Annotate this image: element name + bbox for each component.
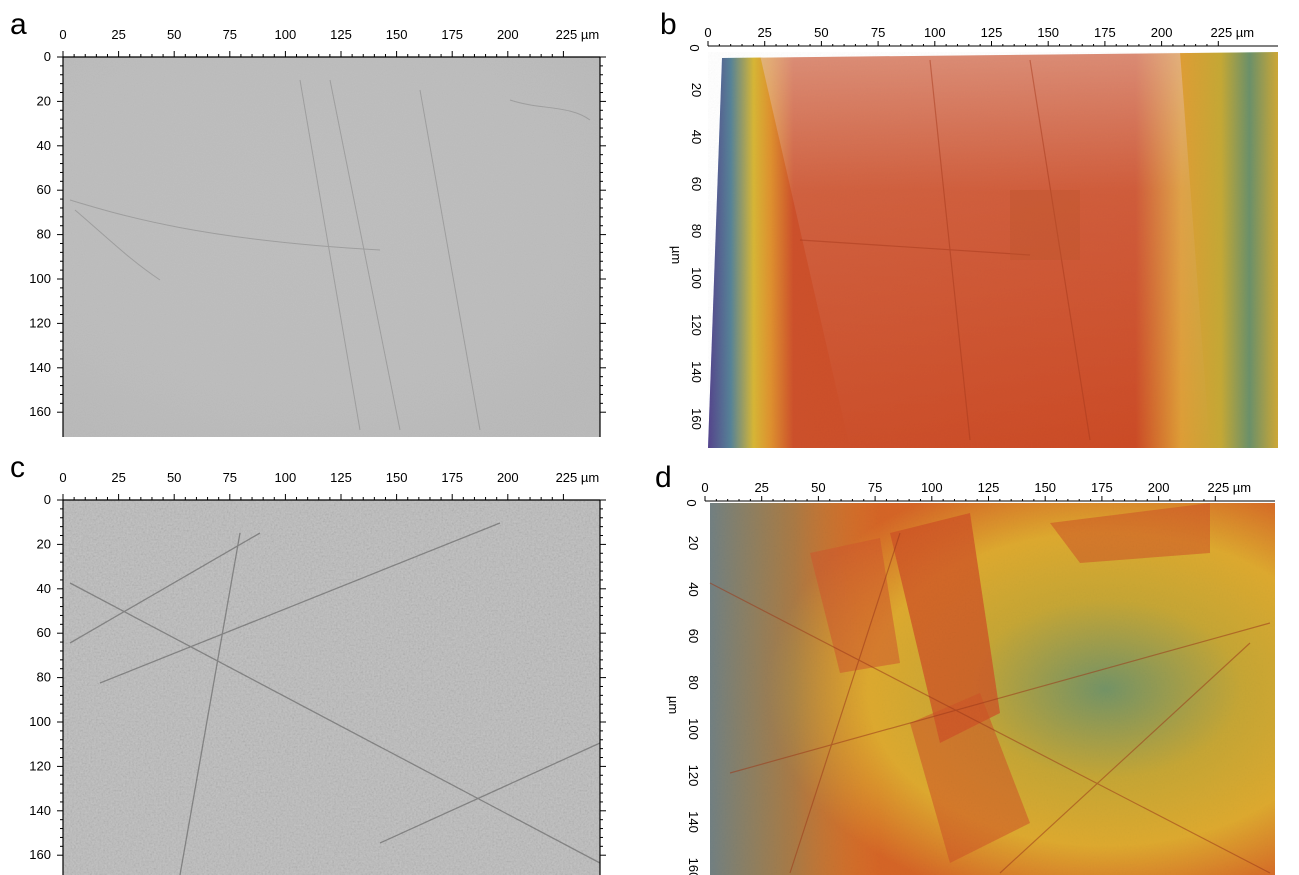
x-tick-label: 125 (981, 25, 1003, 40)
y-tick-label: 160 (29, 404, 51, 419)
y-tick-label: 160 (686, 858, 701, 875)
y-tick-label: 100 (29, 271, 51, 286)
x-tick-label: 225 µm (556, 27, 600, 42)
y-tick-label: 60 (689, 177, 704, 191)
x-tick-label: 200 (497, 470, 519, 485)
x-tick-label: 125 (978, 480, 1000, 495)
panel-a-image: 0 25 50 75 100 125 150 175 200 225 µm 0 20 40 60 80 100… (29, 27, 606, 437)
x-tick-label: 25 (111, 470, 125, 485)
y-tick-label: 40 (37, 138, 51, 153)
panel-c-axes: 0 25 50 75 100 125 150 175 200 225 µm 0 20 40 60 80 100… (29, 470, 606, 875)
y-tick-label: 100 (29, 714, 51, 729)
x-tick-label: 0 (59, 470, 66, 485)
y-tick-label: 0 (684, 499, 699, 506)
x-tick-label: 100 (921, 480, 943, 495)
x-tick-label: 175 (1091, 480, 1113, 495)
x-tick-label: 75 (868, 480, 882, 495)
y-tick-label: 120 (689, 314, 704, 336)
x-tick-label: 100 (275, 470, 297, 485)
y-tick-label: 120 (29, 758, 51, 773)
y-tick-label: 140 (689, 361, 704, 383)
y-tick-label: 60 (686, 629, 701, 643)
panel-d-axes: 0 25 50 75 100 125 150 175 200 225 µm 0 20 40 60 80 100… (666, 480, 1275, 875)
y-tick-label: 140 (686, 811, 701, 833)
x-tick-label: 0 (701, 480, 708, 495)
y-tick-label: 60 (37, 182, 51, 197)
panel-d-image: 0 25 50 75 100 125 150 175 200 225 µm 0 20 40 60 80 100… (666, 480, 1275, 875)
x-tick-label: 50 (167, 27, 181, 42)
x-tick-label: 100 (275, 27, 297, 42)
y-tick-label: 40 (37, 581, 51, 596)
x-tick-label: 25 (111, 27, 125, 42)
x-tick-label: 200 (1151, 25, 1173, 40)
x-tick-label: 0 (704, 25, 711, 40)
x-tick-label: 50 (811, 480, 825, 495)
y-tick-label: 80 (37, 670, 51, 685)
y-tick-label: 120 (686, 765, 701, 787)
y-tick-label: 20 (37, 536, 51, 551)
x-tick-label: 50 (167, 470, 181, 485)
y-tick-label: 60 (37, 625, 51, 640)
y-tick-label: 100 (689, 267, 704, 289)
x-tick-label: 100 (924, 25, 946, 40)
x-tick-label: 0 (59, 27, 66, 42)
x-tick-label: 150 (386, 27, 408, 42)
y-tick-label: 40 (686, 582, 701, 596)
x-tick-label: 150 (1037, 25, 1059, 40)
panel-c-image: 0 25 50 75 100 125 150 175 200 225 µm 0 20 40 60 80 100… (29, 470, 606, 875)
y-tick-label: 0 (687, 44, 702, 51)
panel-b-axes: 0 25 50 75 100 125 150 175 200 225 µm 0 20 40 60 80 100… (669, 25, 1278, 430)
panel-label-b: b (660, 8, 677, 41)
x-tick-label: 75 (871, 25, 885, 40)
y-tick-label: 140 (29, 360, 51, 375)
x-tick-label: 200 (1148, 480, 1170, 495)
y-tick-label: 120 (29, 315, 51, 330)
x-tick-label: 225 µm (1210, 25, 1254, 40)
panel-label-d: d (655, 461, 672, 494)
panel-a-axes: 0 25 50 75 100 125 150 175 200 225 µm 0 20 40 60 80 100… (29, 27, 606, 437)
y-tick-label: 20 (37, 93, 51, 108)
panel-label-c: c (10, 451, 25, 484)
y-tick-label: 160 (29, 847, 51, 862)
x-tick-label: 175 (441, 27, 463, 42)
x-tick-label: 175 (441, 470, 463, 485)
x-tick-label: 150 (1034, 480, 1056, 495)
y-tick-label: 80 (37, 227, 51, 242)
x-tick-label: 200 (497, 27, 519, 42)
x-tick-label: 25 (757, 25, 771, 40)
y-tick-label: 20 (689, 83, 704, 97)
x-tick-label: 125 (330, 470, 352, 485)
y-tick-label: 0 (44, 49, 51, 64)
y-tick-label: 140 (29, 803, 51, 818)
x-tick-label: 75 (223, 27, 237, 42)
panel-label-a: a (10, 8, 27, 41)
x-tick-label: 150 (386, 470, 408, 485)
y-tick-label: 80 (689, 224, 704, 238)
y-tick-label: 20 (686, 536, 701, 550)
y-tick-label: 0 (44, 492, 51, 507)
x-tick-label: 75 (223, 470, 237, 485)
panel-b-image: 0 25 50 75 100 125 150 175 200 225 µm 0 20 40 60 80 100… (669, 25, 1278, 448)
y-tick-label: 160 (689, 408, 704, 430)
x-tick-label: 50 (814, 25, 828, 40)
x-tick-label: 175 (1094, 25, 1116, 40)
y-tick-label: 100 (686, 718, 701, 740)
y-unit-label: µm (669, 246, 684, 264)
y-unit-label: µm (666, 696, 681, 714)
x-tick-label: 225 µm (556, 470, 600, 485)
x-tick-label: 225 µm (1207, 480, 1251, 495)
y-tick-label: 40 (689, 130, 704, 144)
x-tick-label: 25 (754, 480, 768, 495)
x-tick-label: 125 (330, 27, 352, 42)
y-tick-label: 80 (686, 675, 701, 689)
